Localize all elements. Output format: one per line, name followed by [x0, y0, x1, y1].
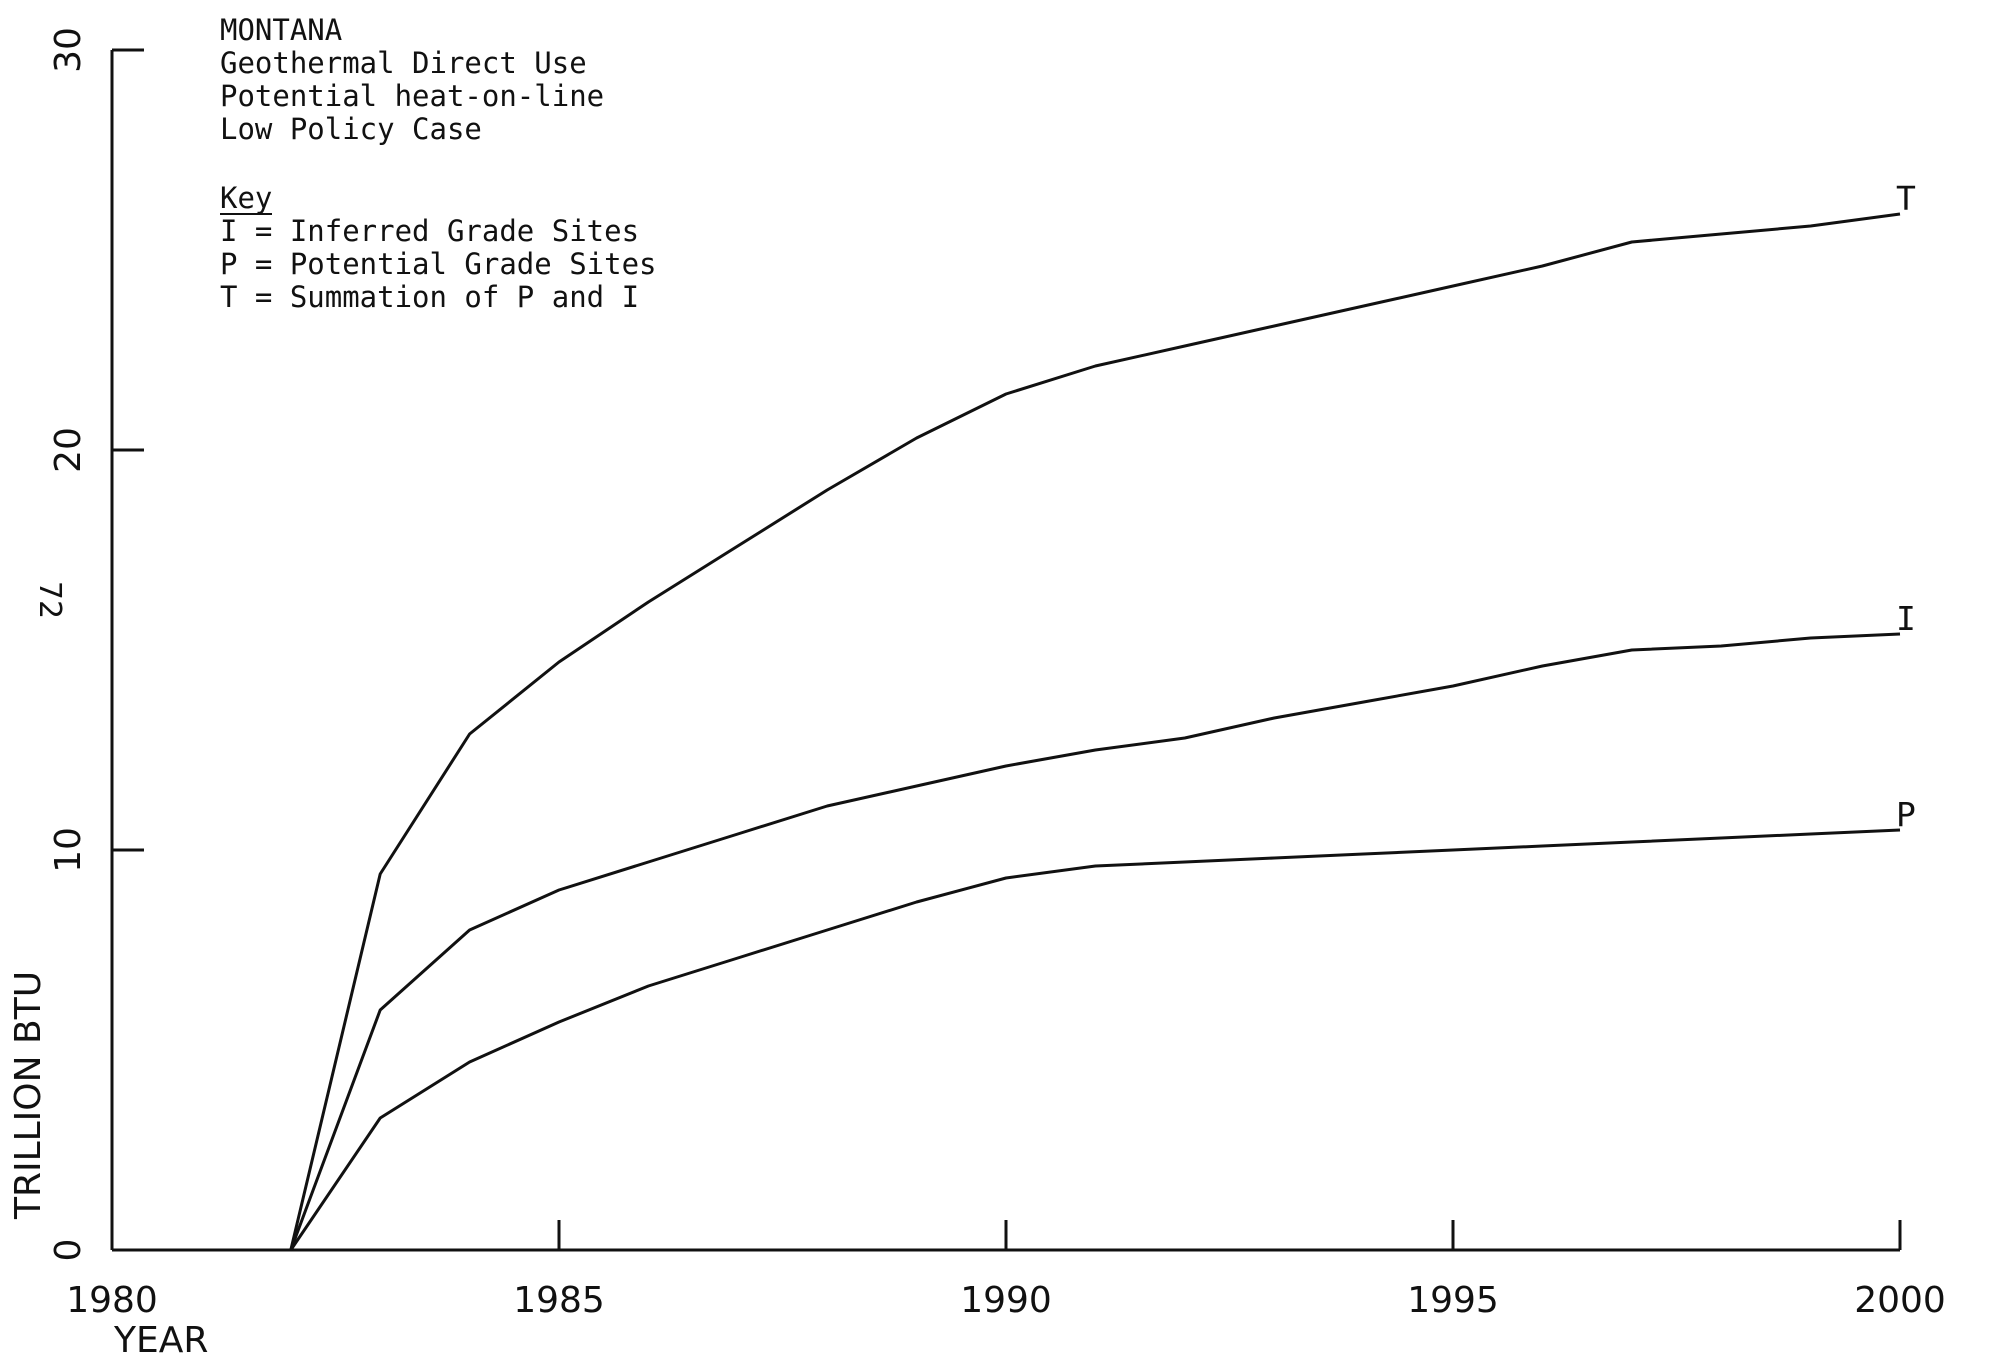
y-tick-label: 0 — [48, 1239, 89, 1262]
x-tick-label: 1995 — [1407, 1280, 1499, 1321]
series-lines — [112, 212, 1901, 1252]
x-axis-title: YEAR — [113, 1320, 208, 1357]
chart-text: 0 10 20 30 1980 1985 1990 1995 2000 YEAR TRILLION … — [8, 13, 1946, 1357]
y-tick-label: 20 — [48, 427, 89, 473]
y-axis-title: TRILLION BTU — [8, 971, 49, 1220]
y-tick-label: 30 — [48, 27, 89, 73]
series-end-label-i: I — [1896, 599, 1916, 638]
legend-entry: T = Summation of P and I — [220, 280, 639, 314]
legend-entry: P = Potential Grade Sites — [220, 247, 657, 281]
chart-title-line: MONTANA — [220, 13, 342, 47]
chart-title-line: Geothermal Direct Use — [220, 46, 587, 80]
x-tick-label: 2000 — [1854, 1280, 1946, 1321]
x-tick-label: 1985 — [513, 1280, 605, 1321]
series-line-p — [112, 828, 1901, 1252]
series-end-label-t: T — [1896, 179, 1916, 218]
legend-entry: I = Inferred Grade Sites — [220, 214, 639, 248]
x-tick-label: 1990 — [960, 1280, 1052, 1321]
legend-heading: Key — [220, 181, 272, 215]
chart-title-line: Low Policy Case — [220, 112, 482, 146]
series-line-t — [112, 212, 1901, 1252]
series-end-label-p: P — [1896, 795, 1916, 834]
chart-title-line: Potential heat-on-line — [220, 79, 604, 113]
axes — [110, 48, 1902, 1252]
y-tick-label: 10 — [48, 827, 89, 873]
page-number: 72 — [32, 581, 67, 619]
series-line-i — [112, 632, 1901, 1252]
x-tick-label: 1980 — [66, 1280, 158, 1321]
